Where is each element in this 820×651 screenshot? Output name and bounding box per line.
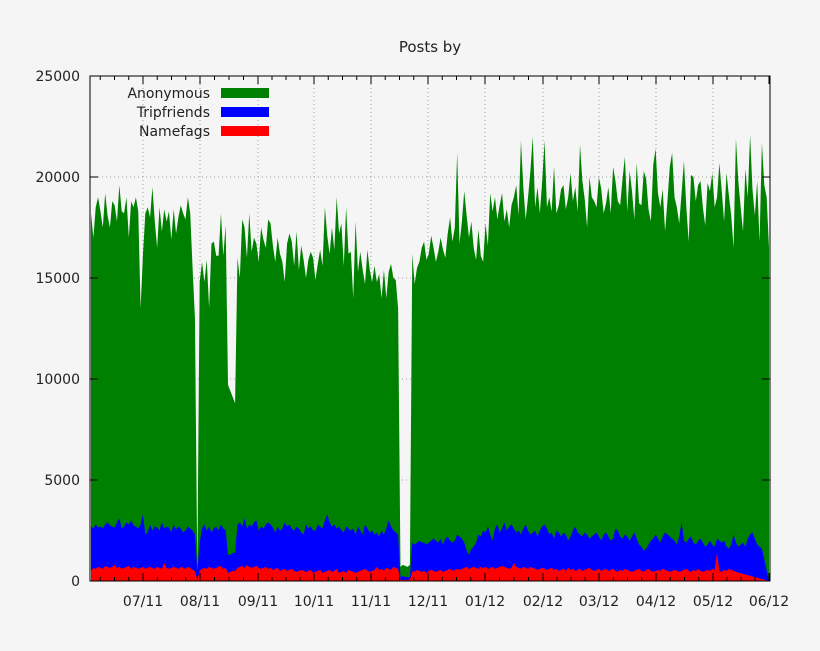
- x-tick-label: 06/12: [749, 594, 789, 610]
- legend-namefags: Namefags: [139, 124, 269, 140]
- y-tick-label: 5000: [44, 473, 80, 489]
- x-tick-label: 07/11: [123, 594, 163, 610]
- tripfriends-area: [91, 514, 769, 581]
- x-tick-label: 12/11: [408, 594, 448, 610]
- legend-label: Anonymous: [127, 86, 210, 102]
- legend: Anonymous Tripfriends Namefags: [127, 86, 269, 140]
- legend-label: Namefags: [139, 124, 210, 140]
- legend-swatch: [221, 88, 269, 98]
- data-areas: [91, 134, 769, 581]
- y-tick-label: 25000: [35, 69, 80, 85]
- legend-tripfriends: Tripfriends: [136, 105, 269, 121]
- plot-border: [89, 75, 771, 582]
- x-axis: 07/11 08/11 09/11 10/11 11/11 12/11 01/12 02/12…: [99, 76, 789, 610]
- y-tick-label: 15000: [35, 271, 80, 287]
- x-tick-label: 04/12: [636, 594, 676, 610]
- legend-swatch: [221, 126, 269, 136]
- plot-frame: [89, 75, 771, 582]
- x-tick-label: 02/12: [523, 594, 563, 610]
- x-tick-label: 01/12: [465, 594, 505, 610]
- x-tick-label: 05/12: [693, 594, 733, 610]
- anonymous-area: [91, 134, 769, 581]
- x-tick-label: 10/11: [294, 594, 334, 610]
- y-axis: 0 5000 10000 15000 20000 25000: [35, 69, 770, 590]
- legend-swatch: [221, 107, 269, 117]
- y-tick-label: 10000: [35, 372, 80, 388]
- x-tick-label: 08/11: [180, 594, 220, 610]
- legend-label: Tripfriends: [136, 105, 210, 121]
- legend-anonymous: Anonymous: [127, 86, 269, 102]
- y-tick-label: 0: [71, 574, 80, 590]
- x-tick-label: 09/11: [238, 594, 278, 610]
- chart-title: Posts by: [399, 38, 461, 56]
- x-tick-label: 11/11: [351, 594, 391, 610]
- x-tick-label: 03/12: [579, 594, 619, 610]
- y-tick-label: 20000: [35, 170, 80, 186]
